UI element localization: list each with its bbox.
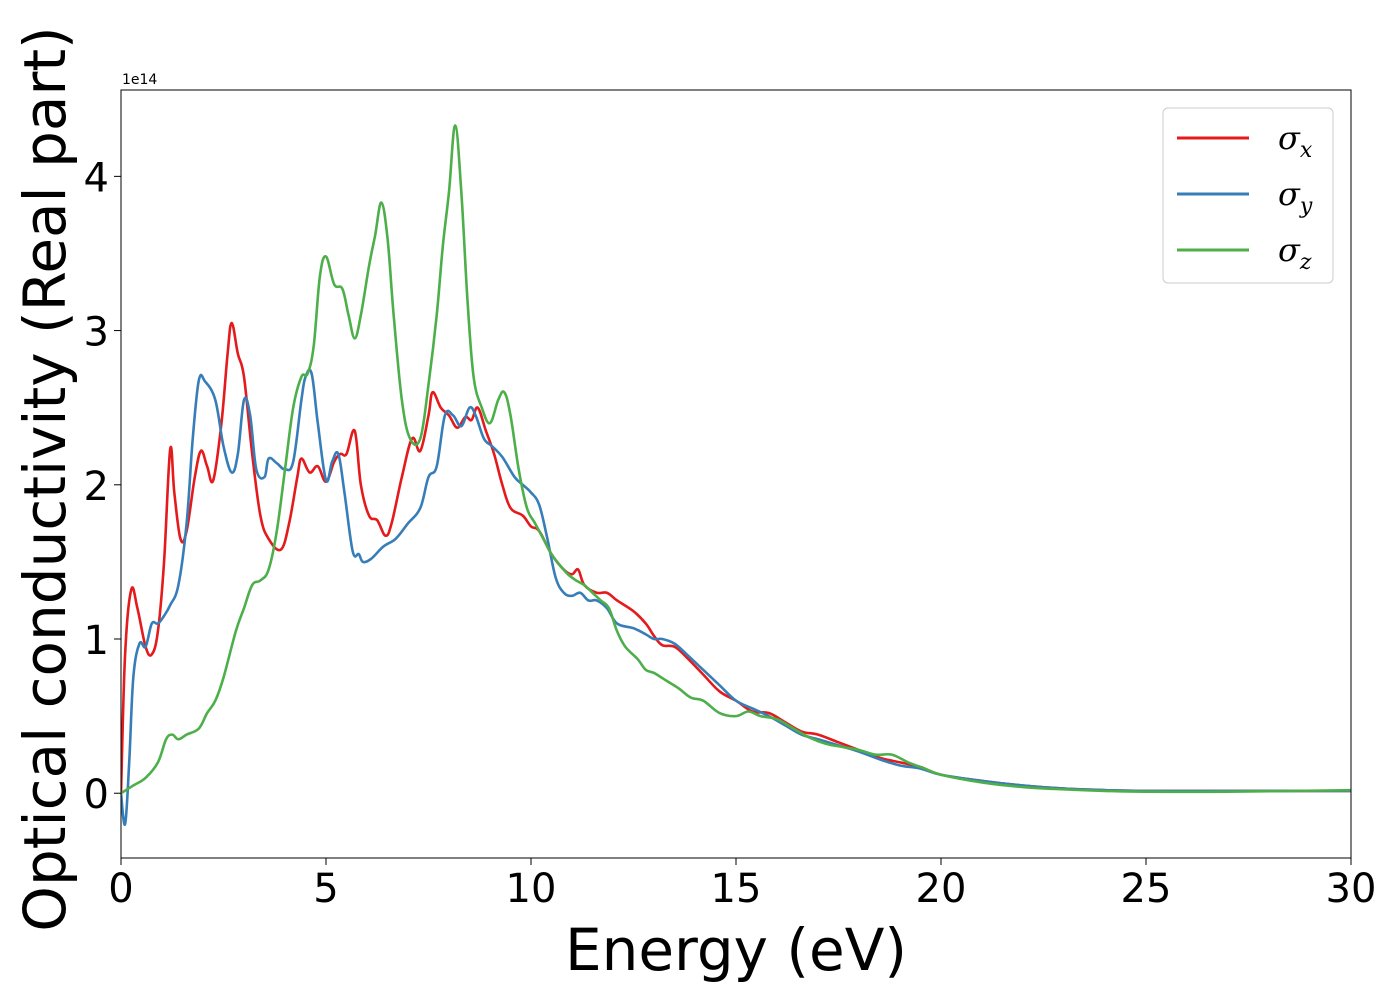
x-tick-label: 25 — [1121, 866, 1172, 912]
legend-label-x: σx — [1278, 119, 1313, 163]
series-line-y — [121, 368, 1351, 826]
y-axis-label: Optical conductivity (Real part) — [11, 26, 79, 931]
y-tick-label: 0 — [84, 772, 109, 818]
y-tick-label: 2 — [84, 464, 109, 510]
plot-area-frame — [120, 89, 1352, 859]
y-tick-label: 3 — [84, 310, 109, 356]
series-line-x — [121, 321, 1351, 795]
x-tick-label: 20 — [916, 866, 967, 912]
x-tick-label: 15 — [711, 866, 762, 912]
x-tick-label: 30 — [1326, 866, 1377, 912]
x-tick-label: 10 — [506, 866, 557, 912]
legend-label-z: σz — [1278, 231, 1312, 275]
series-line-z — [121, 124, 1351, 795]
y-tick-label: 4 — [84, 155, 109, 201]
x-tick-label: 5 — [313, 866, 338, 912]
x-axis-label: Energy (eV) — [565, 916, 907, 984]
legend: σx σy σz — [1162, 107, 1334, 284]
y-tick-label: 1 — [84, 618, 109, 664]
y-offset-label: 1e14 — [122, 72, 157, 88]
x-tick-label: 0 — [108, 866, 133, 912]
legend-label-y: σy — [1278, 175, 1313, 219]
